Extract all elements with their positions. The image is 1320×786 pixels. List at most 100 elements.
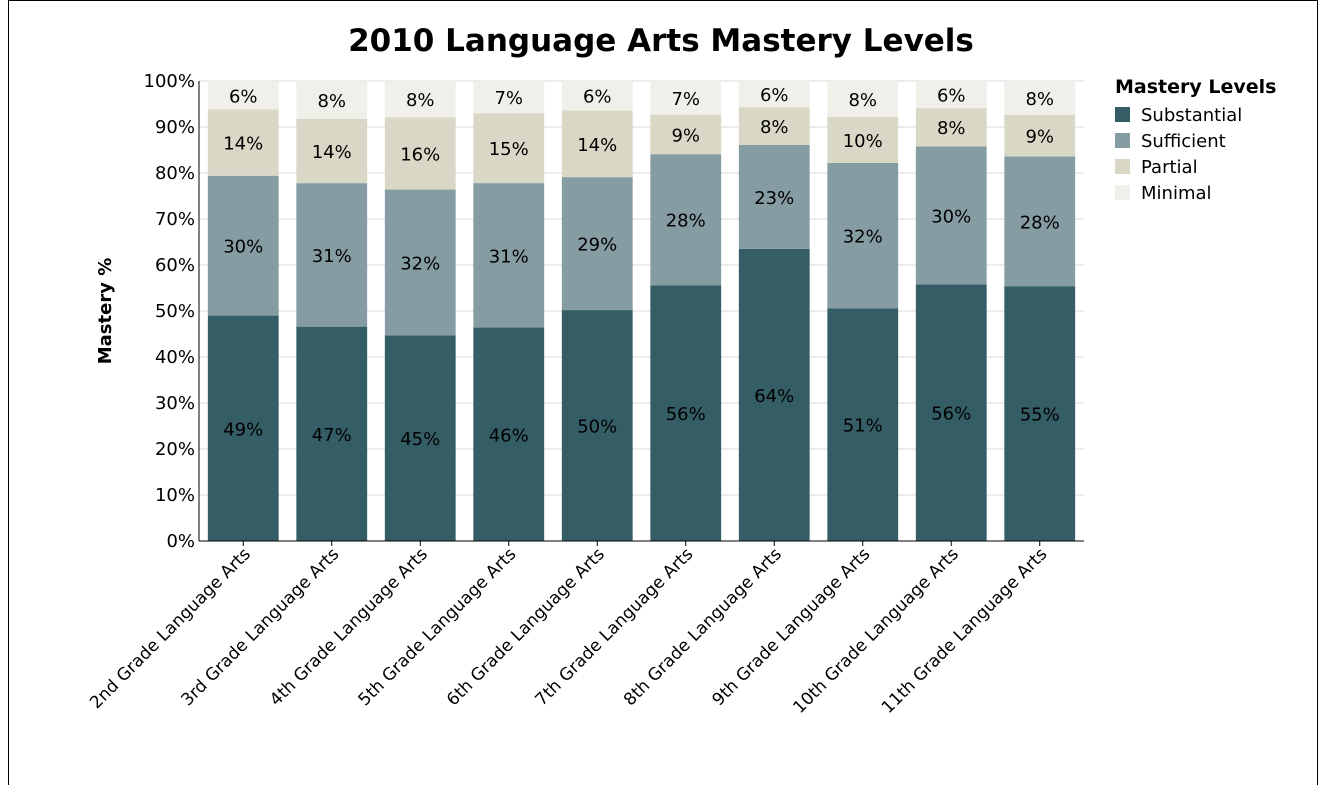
x-tick-label: 7th Grade Language Arts — [532, 544, 698, 710]
x-tick-label: 10th Grade Language Arts — [789, 544, 962, 717]
data-label: 29% — [577, 235, 617, 256]
x-tick-label: 8th Grade Language Arts — [620, 544, 786, 710]
data-label: 8% — [1025, 89, 1054, 110]
legend-label-minimal: Minimal — [1141, 183, 1212, 204]
data-label: 16% — [400, 144, 440, 165]
bar-segment-substantial — [1004, 286, 1076, 541]
bar-segment-minimal — [384, 81, 456, 118]
data-label: 49% — [223, 419, 263, 440]
data-label: 8% — [848, 90, 877, 111]
data-label: 6% — [937, 86, 966, 107]
data-label: 7% — [671, 89, 700, 110]
bar-segment-partial — [1004, 115, 1076, 157]
bar-segment-partial — [827, 116, 899, 163]
bar-segment-substantial — [561, 310, 633, 541]
data-label: 64% — [754, 386, 794, 407]
bar-segment-substantial — [384, 335, 456, 541]
bar-segment-minimal — [915, 81, 987, 109]
data-label: 23% — [754, 188, 794, 209]
y-tick-label: 100% — [144, 71, 195, 92]
bar-segment-substantial — [827, 308, 899, 541]
bar-segment-partial — [296, 118, 368, 184]
bar-segment-partial — [207, 109, 279, 176]
data-label: 28% — [666, 211, 706, 232]
bar-segment-sufficient — [296, 183, 368, 327]
legend-swatch-substantial — [1115, 107, 1130, 122]
bar-segment-minimal — [296, 81, 368, 119]
legend: Mastery Levels Substantial Sufficient Part… — [1115, 76, 1276, 204]
y-tick-label: 20% — [155, 439, 195, 460]
y-tick-label: 70% — [155, 209, 195, 230]
bar-segment-minimal — [473, 81, 545, 114]
data-label: 30% — [223, 237, 263, 258]
y-tick-label: 60% — [155, 255, 195, 276]
legend-title: Mastery Levels — [1115, 76, 1276, 98]
data-label: 6% — [229, 86, 258, 107]
bar-segment-partial — [738, 107, 810, 145]
data-label: 14% — [223, 134, 263, 155]
bar-segment-partial — [915, 108, 987, 147]
y-tick-label: 30% — [155, 393, 195, 414]
x-tick-label: 4th Grade Language Arts — [266, 544, 432, 710]
bar-segment-partial — [561, 110, 633, 178]
legend-swatch-minimal — [1115, 185, 1130, 200]
bar-segment-minimal — [561, 81, 633, 111]
data-label: 14% — [312, 142, 352, 163]
bar-segment-sufficient — [650, 154, 722, 286]
bar-segment-substantial — [738, 248, 810, 541]
bar-segment-minimal — [827, 81, 899, 117]
data-label: 46% — [489, 425, 529, 446]
legend-label-substantial: Substantial — [1141, 105, 1242, 126]
data-label: 9% — [1025, 127, 1054, 148]
legend-label-sufficient: Sufficient — [1141, 131, 1226, 152]
data-label: 8% — [317, 91, 346, 112]
data-label: 8% — [760, 117, 789, 138]
bar-segment-minimal — [1004, 81, 1076, 116]
y-tick-label: 10% — [155, 485, 195, 506]
data-label: 15% — [489, 139, 529, 160]
bar-segment-sufficient — [473, 183, 545, 328]
bar-segment-sufficient — [827, 162, 899, 309]
data-label: 31% — [312, 246, 352, 267]
x-tick-label: 9th Grade Language Arts — [709, 544, 875, 710]
data-label: 9% — [671, 125, 700, 146]
y-axis-label: Mastery % — [95, 258, 116, 365]
bar-segment-sufficient — [561, 177, 633, 311]
bar-segment-minimal — [207, 81, 279, 110]
bar-segment-sufficient — [1004, 156, 1076, 287]
bar-segment-sufficient — [915, 146, 987, 285]
data-label: 45% — [400, 429, 440, 450]
stacked-bar-chart: 2010 Language Arts Mastery Levels Master… — [86, 23, 1276, 718]
bar-segment-substantial — [915, 284, 987, 541]
bar-segment-partial — [650, 114, 722, 155]
x-tick-label: 3rd Grade Language Arts — [178, 544, 344, 710]
data-label: 14% — [577, 135, 617, 156]
bar-segment-sufficient — [207, 175, 279, 316]
x-tick-label: 11th Grade Language Arts — [878, 544, 1051, 717]
data-label: 6% — [760, 85, 789, 106]
data-label: 30% — [931, 206, 971, 227]
data-label: 51% — [843, 416, 883, 437]
y-tick-label: 80% — [155, 163, 195, 184]
x-tick-label: 6th Grade Language Arts — [443, 544, 609, 710]
chart-title: 2010 Language Arts Mastery Levels — [348, 23, 974, 59]
bar-segment-substantial — [296, 326, 368, 541]
chart-frame: 2010 Language Arts Mastery Levels Master… — [8, 0, 1318, 785]
legend-swatch-sufficient — [1115, 133, 1130, 148]
data-label: 7% — [494, 88, 523, 109]
data-label: 47% — [312, 425, 352, 446]
bar-segment-sufficient — [384, 189, 456, 336]
bar-segment-substantial — [473, 327, 545, 541]
legend-label-partial: Partial — [1141, 157, 1198, 178]
y-tick-label: 40% — [155, 347, 195, 368]
data-label: 28% — [1020, 212, 1060, 233]
bar-segment-minimal — [738, 81, 810, 108]
bar-segment-substantial — [650, 285, 722, 541]
y-tick-label: 50% — [155, 301, 195, 322]
data-label: 32% — [843, 227, 883, 248]
bar-segment-minimal — [650, 81, 722, 115]
bars: 49% 30% 14% 6% 47% 31% 14% 8% 45% 32% 16% 8% 46% 31% 1… — [207, 81, 1076, 541]
bar-segment-partial — [473, 113, 545, 184]
y-tick-label: 90% — [155, 117, 195, 138]
data-label: 56% — [666, 404, 706, 425]
